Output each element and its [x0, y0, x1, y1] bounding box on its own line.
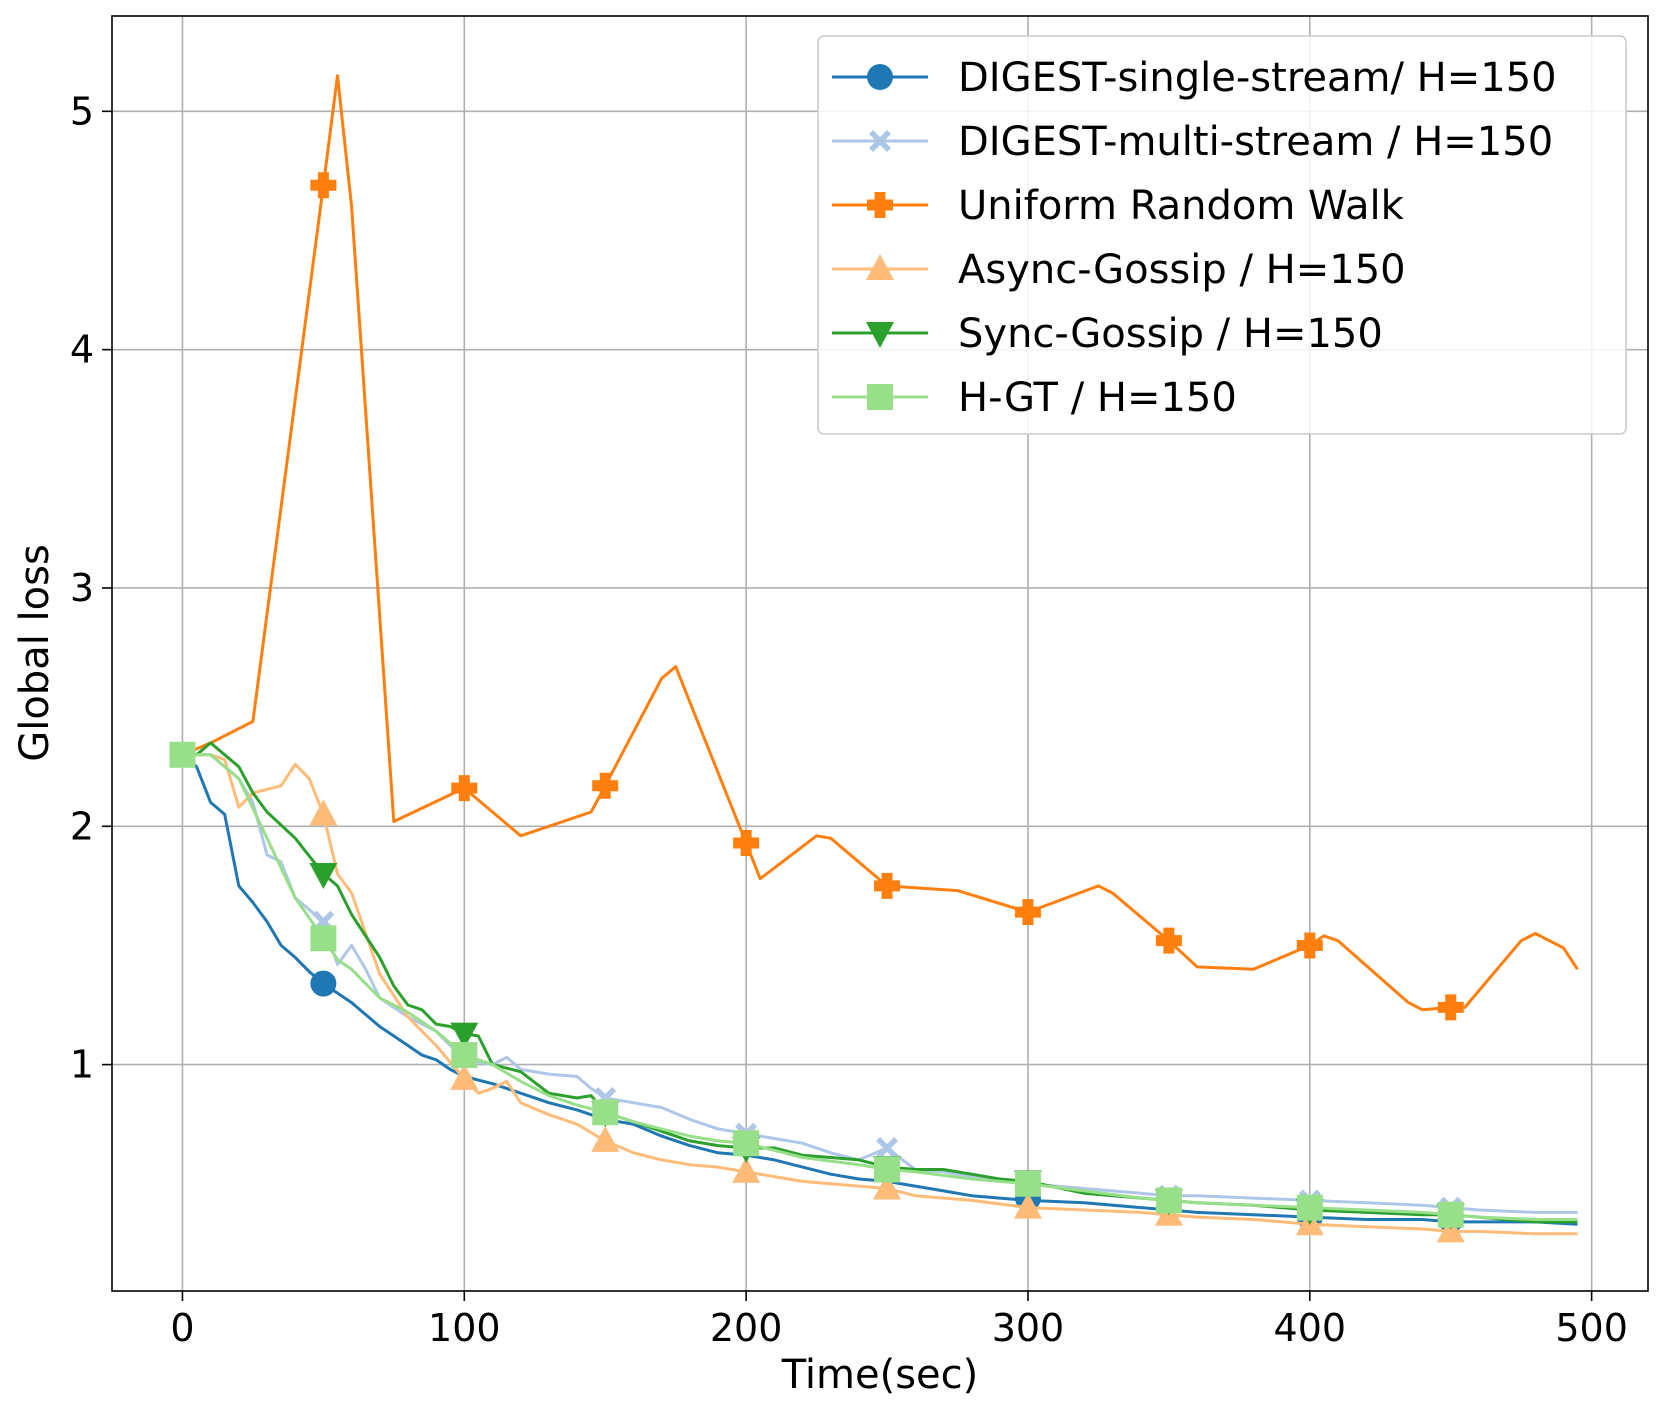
data-point: [1296, 1194, 1323, 1221]
data-point: [451, 775, 478, 802]
y-tick-label: 3: [70, 566, 94, 610]
x-tick-label: 300: [992, 1306, 1065, 1350]
data-point: [1296, 932, 1323, 959]
data-point: [1014, 1170, 1041, 1197]
legend-label: DIGEST-multi-stream / H=150: [958, 119, 1553, 165]
legend-label: DIGEST-single-stream/ H=150: [958, 55, 1557, 101]
data-point: [733, 1130, 760, 1157]
series-layer: [169, 74, 1579, 1243]
data-point: [732, 1156, 761, 1183]
y-tick-label: 5: [70, 89, 94, 133]
data-point: [1437, 1201, 1464, 1228]
plot-frame: [111, 15, 1649, 1292]
data-point: [591, 1125, 620, 1152]
data-point: [733, 829, 760, 856]
legend-marker: [867, 384, 893, 410]
legend-marker: [866, 254, 894, 280]
legend-label: Async-Gossip / H=150: [958, 247, 1406, 293]
data-point: [876, 1137, 899, 1160]
legend-label: H-GT / H=150: [958, 375, 1237, 421]
y-tick-label: 4: [70, 328, 94, 372]
legend-marker: [866, 322, 894, 348]
legend-entry: H-GT / H=150: [832, 375, 1237, 421]
data-point: [309, 799, 338, 826]
x-tick-label: 100: [428, 1306, 501, 1350]
x-tick-label: 0: [170, 1306, 194, 1350]
data-point: [310, 925, 337, 952]
data-point: [874, 1156, 901, 1183]
x-tick-label: 500: [1555, 1306, 1628, 1350]
data-point: [1155, 1187, 1182, 1214]
data-point: [310, 172, 337, 199]
legend: DIGEST-single-stream/ H=150 DIGEST-multi-…: [817, 35, 1627, 435]
y-tick-label: 1: [70, 1043, 94, 1087]
series-line: [182, 753, 1578, 1221]
legend-entry: DIGEST-multi-stream / H=150: [832, 119, 1553, 165]
legend-marker: [867, 64, 893, 90]
data-point: [1013, 1192, 1042, 1219]
legend-label: Uniform Random Walk: [958, 183, 1405, 229]
data-point: [592, 1099, 619, 1126]
data-point: [450, 1063, 479, 1090]
legend-entry: Async-Gossip / H=150: [832, 247, 1406, 293]
data-point: [310, 970, 337, 997]
series-line: [181, 74, 1579, 1012]
data-point: [874, 872, 901, 899]
legend-entry: Sync-Gossip / H=150: [832, 311, 1383, 357]
legend-entry: DIGEST-single-stream/ H=150: [832, 55, 1557, 101]
data-point: [451, 1042, 478, 1069]
y-tick-label: 2: [70, 804, 94, 848]
data-point: [1437, 994, 1464, 1021]
x-tick-label: 400: [1274, 1306, 1347, 1350]
legend-entry: Uniform Random Walk: [832, 183, 1405, 229]
ticks: 0 100 200 300 400 500 1 2 3 4 5: [70, 89, 1628, 1350]
data-point: [873, 1173, 902, 1200]
data-point: [169, 741, 196, 768]
x-axis-label: Time(sec): [781, 1352, 979, 1398]
series-5: [169, 741, 1578, 1228]
x-tick-label: 200: [710, 1306, 783, 1350]
series-2: [181, 74, 1579, 1021]
legend-label: Sync-Gossip / H=150: [958, 311, 1383, 357]
data-point: [450, 1022, 479, 1049]
data-point: [309, 862, 338, 889]
legend-marker: [867, 192, 893, 218]
legend-box: [817, 35, 1627, 435]
legend-marker: [869, 130, 891, 152]
y-axis-label: Global loss: [12, 544, 58, 762]
data-point: [592, 772, 619, 799]
data-point: [1155, 927, 1182, 954]
data-point: [1014, 899, 1041, 926]
